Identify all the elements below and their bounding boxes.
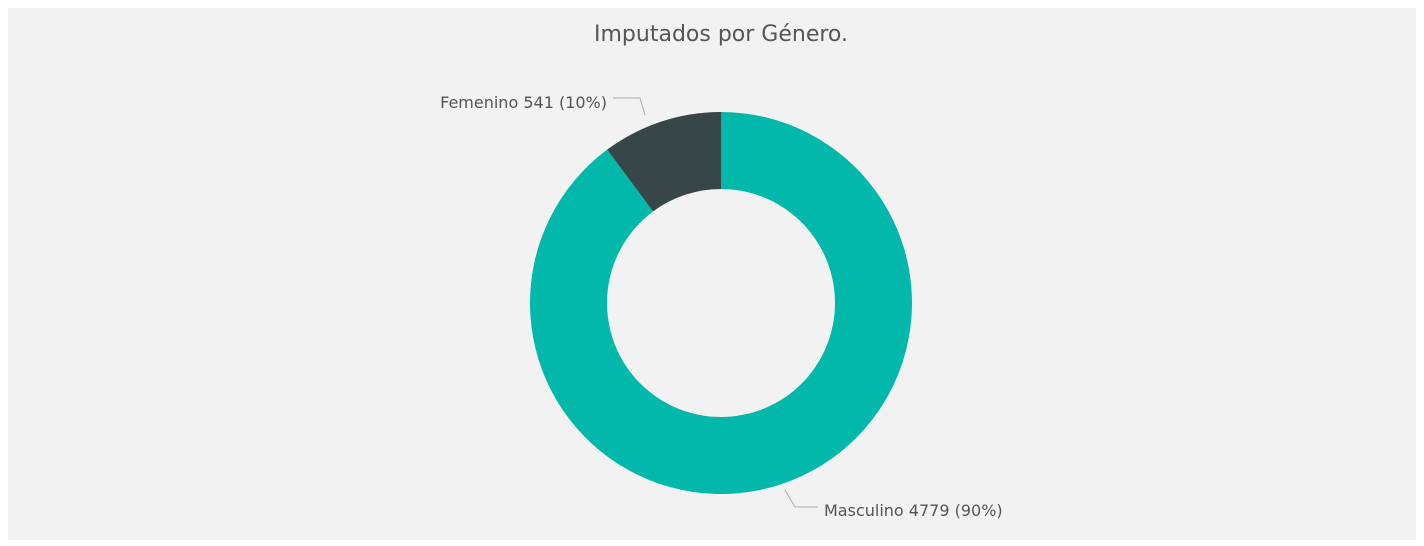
leader-line xyxy=(784,489,818,508)
donut-slice xyxy=(530,112,913,495)
data-label: Femenino 541 (10%) xyxy=(440,93,607,112)
leader-line xyxy=(613,97,646,116)
chart-title: Imputados por Género. xyxy=(594,22,848,47)
label-value: 4779 (90%) xyxy=(909,501,1003,520)
label-category: Femenino xyxy=(440,93,518,112)
data-label: Masculino 4779 (90%) xyxy=(824,501,1003,520)
donut-slice xyxy=(607,112,721,212)
label-category: Masculino xyxy=(824,501,904,520)
label-value: 541 (10%) xyxy=(523,93,607,112)
